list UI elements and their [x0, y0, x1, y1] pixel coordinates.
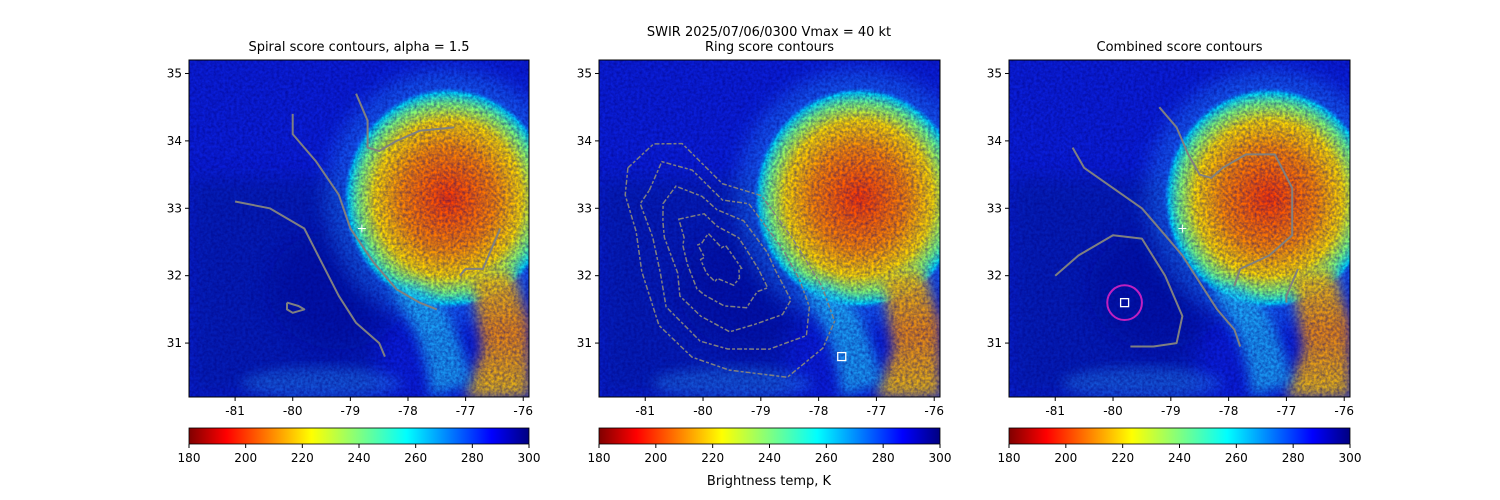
colorbar-tick-label: 300 — [929, 451, 952, 465]
colorbar-tick-label: 220 — [701, 451, 724, 465]
x-tick-label: -79 — [1161, 404, 1181, 418]
y-tick-label: 35 — [987, 66, 1002, 80]
x-tick-label: -77 — [867, 404, 887, 418]
colorbar-tick-label: 240 — [758, 451, 781, 465]
x-tick-label: -81 — [635, 404, 655, 418]
colorbar: 180 200 220 240 260 280 300 — [998, 427, 1362, 465]
brightness-temp-image — [599, 60, 940, 397]
y-tick-label: 32 — [987, 269, 1002, 283]
y-tick-label: 35 — [577, 66, 592, 80]
score-contour — [291, 113, 438, 311]
center-marker — [357, 224, 366, 233]
y-tick-label: 31 — [987, 336, 1002, 350]
x-tick-label: -79 — [341, 404, 361, 418]
colorbar-tick-label: 180 — [178, 451, 201, 465]
score-contour — [355, 93, 455, 152]
colorbar-tick-label: 280 — [461, 451, 484, 465]
panel-1: Spiral score contours, alpha = 1.5 -81 -80… — [167, 40, 541, 465]
colorbar-tick-label: 200 — [644, 451, 667, 465]
colorbar: 180 200 220 240 260 280 300 — [178, 427, 541, 465]
panel-title: Combined score contours — [1097, 40, 1263, 55]
score-contour — [1158, 106, 1294, 287]
figure-suptitle: SWIR 2025/07/06/0300 Vmax = 40 kt — [647, 25, 891, 40]
colorbar-label: Brightness temp, K — [707, 474, 832, 489]
x-tick-label: -80 — [283, 404, 303, 418]
colorbar-tick-label: 180 — [998, 451, 1021, 465]
square-marker — [837, 351, 847, 362]
y-tick-label: 35 — [167, 66, 182, 80]
axes-frame — [188, 59, 530, 398]
panel-title: Spiral score contours, alpha = 1.5 — [248, 40, 469, 55]
x-tick-label: -81 — [225, 404, 245, 418]
x-tick-label: -81 — [1045, 404, 1065, 418]
colorbar-tick-label: 280 — [1282, 451, 1305, 465]
colorbar-tick-label: 200 — [1054, 451, 1077, 465]
score-contour — [1071, 147, 1242, 347]
colorbar-tick-label: 260 — [815, 451, 838, 465]
x-tick-label: -78 — [1219, 404, 1239, 418]
colorbar-tick-label: 300 — [518, 451, 541, 465]
y-tick-label: 33 — [577, 201, 592, 215]
x-tick-label: -76 — [1334, 404, 1354, 418]
colorbar-tick-label: 220 — [291, 451, 314, 465]
colorbar-tick-label: 240 — [1168, 451, 1191, 465]
y-tick-label: 34 — [577, 134, 592, 148]
center-marker — [1178, 224, 1187, 233]
colorbar-tick-label: 260 — [1225, 451, 1248, 465]
score-contour — [1285, 268, 1299, 303]
score-contour — [286, 301, 306, 314]
panel-2: Ring score contours -81 -80 -79 -78 -77 -76 31 3… — [577, 40, 952, 465]
colorbar-tick-label: 260 — [404, 451, 427, 465]
x-tick-label: -76 — [924, 404, 944, 418]
axes-frame — [598, 59, 941, 398]
panel-3: Combined score contours -81 -80 -79 -78 -77 -7… — [987, 40, 1362, 465]
colorbar: 180 200 220 240 260 280 300 — [588, 427, 952, 465]
colorbar-tick-label: 240 — [348, 451, 371, 465]
x-tick-label: -77 — [1277, 404, 1297, 418]
colorbar-tick-label: 220 — [1111, 451, 1134, 465]
score-contour — [459, 228, 502, 277]
colorbar-tick-label: 280 — [872, 451, 895, 465]
ring-score-contours — [624, 142, 836, 379]
x-tick-label: -77 — [456, 404, 476, 418]
colorbar-tick-label: 300 — [1339, 451, 1362, 465]
y-tick-label: 33 — [987, 201, 1002, 215]
x-tick-label: -76 — [513, 404, 533, 418]
score-contour — [1054, 234, 1184, 348]
y-tick-label: 31 — [167, 336, 182, 350]
brightness-temp-image — [189, 60, 529, 397]
score-contour — [234, 200, 386, 357]
x-tick-label: -80 — [693, 404, 713, 418]
square-marker — [1119, 297, 1130, 308]
axes-frame — [1008, 59, 1351, 398]
y-tick-label: 34 — [987, 134, 1002, 148]
x-tick-label: -79 — [751, 404, 771, 418]
colorbar-tick-label: 180 — [588, 451, 611, 465]
x-tick-label: -78 — [809, 404, 829, 418]
y-tick-label: 31 — [577, 336, 592, 350]
brightness-temp-image — [1009, 60, 1350, 397]
y-tick-label: 32 — [167, 269, 182, 283]
y-tick-label: 32 — [577, 269, 592, 283]
x-tick-label: -80 — [1103, 404, 1123, 418]
colorbar-tick-label: 200 — [234, 451, 257, 465]
x-tick-label: -78 — [398, 404, 418, 418]
y-tick-label: 34 — [167, 134, 182, 148]
combined-center-circle — [1106, 284, 1143, 321]
y-tick-label: 33 — [167, 201, 182, 215]
panel-title: Ring score contours — [705, 40, 834, 55]
